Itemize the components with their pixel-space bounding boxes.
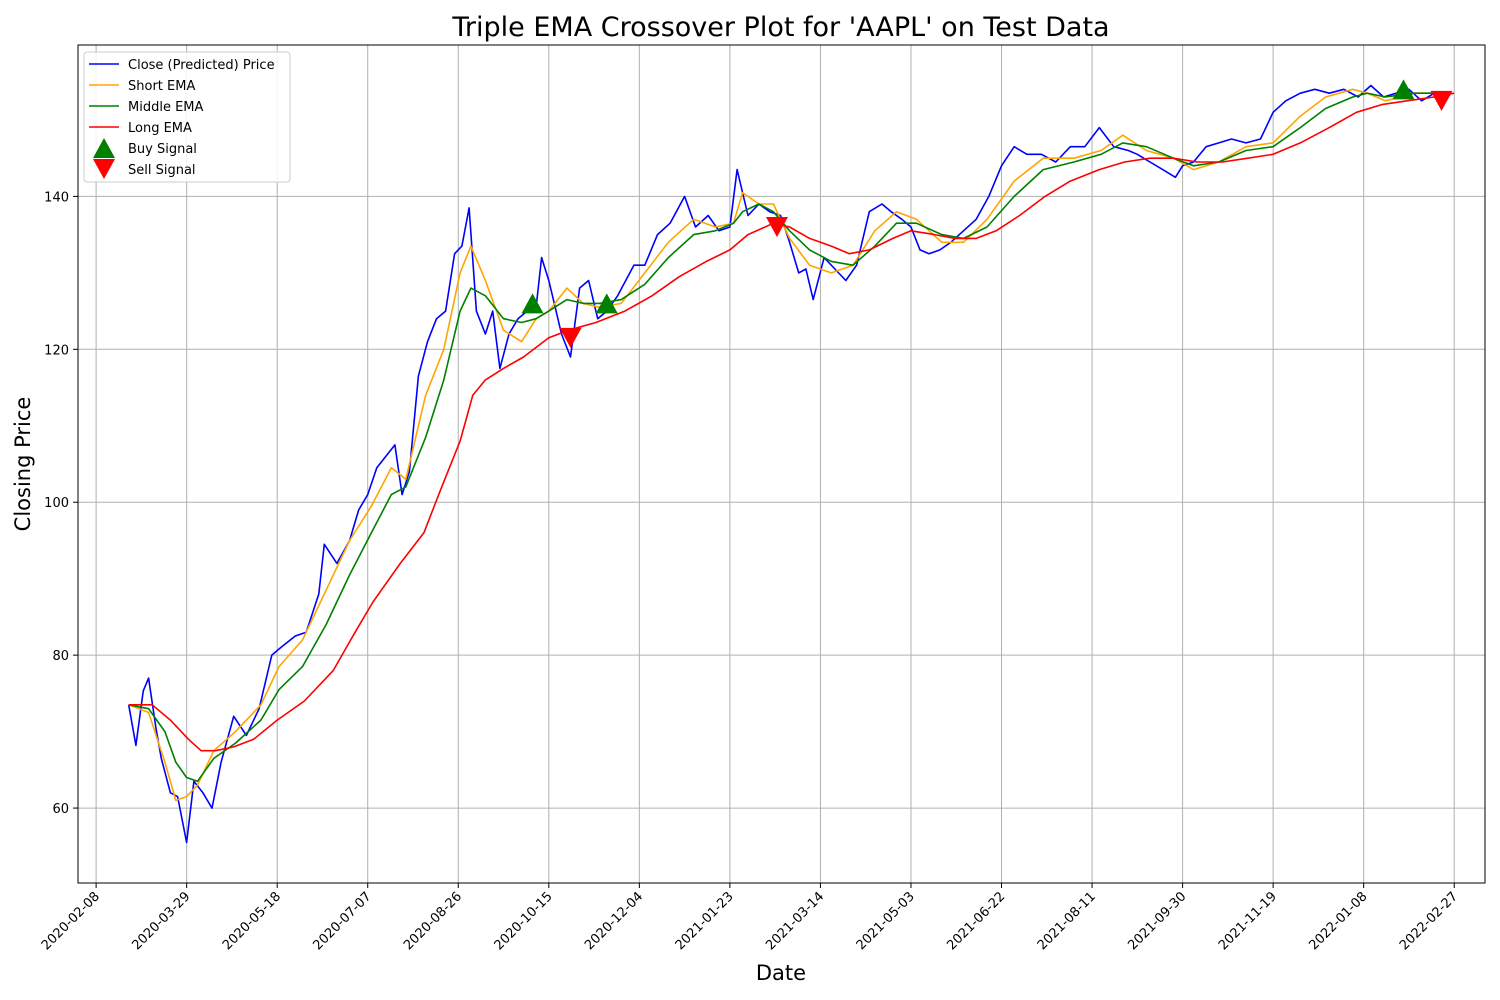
- legend-label-close: Close (Predicted) Price: [128, 58, 275, 73]
- short-ema-line: [128, 88, 1451, 802]
- x-tick-label: 2021-06-22: [944, 889, 1008, 953]
- buy-signal-marker: [521, 293, 544, 314]
- x-tick-label: 2022-02-27: [1397, 889, 1461, 953]
- x-tick-label: 2021-11-19: [1216, 889, 1280, 953]
- x-tick-label: 2020-10-15: [492, 889, 556, 953]
- legend-label-middle-ema: Middle EMA: [128, 100, 204, 115]
- x-tick-label: 2021-08-11: [1035, 889, 1099, 953]
- long-ema-line: [128, 92, 1455, 752]
- close-price-line: [127, 84, 1452, 844]
- x-tick-label: 2021-05-03: [854, 889, 918, 953]
- x-tick-label: 2020-05-18: [220, 889, 284, 953]
- y-tick-label: 60: [52, 802, 69, 817]
- sell-signal-marker: [1430, 90, 1453, 111]
- x-tick-label: 2022-01-08: [1306, 889, 1370, 953]
- legend-box: [83, 51, 291, 183]
- buy-signal-marker: [1392, 79, 1415, 100]
- y-tick-label: 120: [44, 343, 69, 358]
- x-tick-label: 2021-01-23: [673, 889, 737, 953]
- y-axis-label: Closing Price: [11, 397, 35, 532]
- y-tick-label: 100: [44, 496, 69, 511]
- grid-lines: [78, 45, 1485, 883]
- y-axis: 60 80 100 120 140: [44, 190, 78, 817]
- legend: Close (Predicted) Price Short EMA Middle E…: [83, 51, 291, 183]
- x-tick-label: 2020-08-26: [401, 889, 465, 953]
- x-axis: 2020-02-08 2020-03-29 2020-05-18 2020-07-07…: [39, 883, 1461, 953]
- x-axis-label: Date: [756, 961, 806, 985]
- x-tick-label: 2021-03-14: [763, 889, 827, 953]
- x-tick-label: 2020-02-08: [39, 889, 103, 953]
- legend-label-sell-signal: Sell Signal: [128, 163, 196, 178]
- legend-swatch-sell-signal: [93, 159, 115, 179]
- legend-swatch-buy-signal: [93, 138, 115, 158]
- plot-frame: [77, 44, 1486, 884]
- buy-signal-marker: [595, 293, 618, 314]
- y-tick-label: 80: [52, 649, 69, 664]
- legend-label-short-ema: Short EMA: [128, 79, 195, 94]
- chart-title: Triple EMA Crossover Plot for 'AAPL' on …: [451, 12, 1109, 43]
- sell-signal-marker: [765, 216, 788, 237]
- sell-signal-marker: [559, 327, 582, 348]
- signals-layer: [521, 79, 1453, 348]
- x-tick-label: 2020-12-04: [582, 889, 646, 953]
- legend-label-buy-signal: Buy Signal: [128, 142, 197, 157]
- x-tick-label: 2020-07-07: [311, 889, 375, 953]
- middle-ema-line: [128, 92, 1451, 783]
- x-tick-label: 2021-09-30: [1125, 889, 1189, 953]
- legend-label-long-ema: Long EMA: [128, 121, 192, 136]
- x-tick-label: 2020-03-29: [129, 889, 193, 953]
- y-tick-label: 140: [44, 190, 69, 205]
- series-layer: [127, 84, 1455, 844]
